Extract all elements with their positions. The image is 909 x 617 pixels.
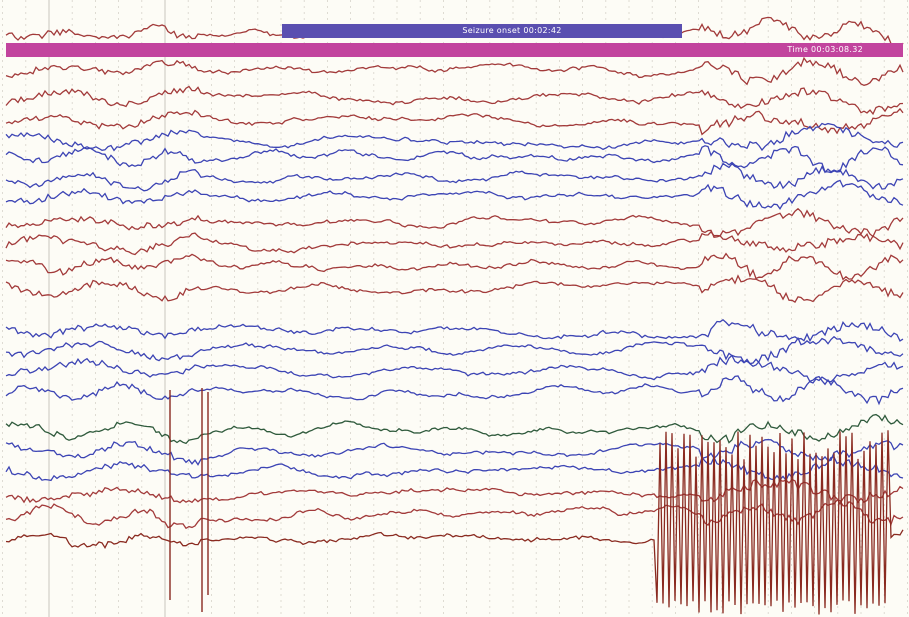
time-cursor-marker[interactable]: Time 00:03:08.32 (6, 43, 903, 57)
eeg-channel-trace (5, 318, 904, 343)
eeg-channel-trace (5, 455, 904, 482)
eeg-channel-trace (5, 438, 904, 466)
eeg-channel-trace (5, 354, 904, 384)
eeg-channel-trace (5, 430, 904, 615)
eeg-channel-trace (5, 413, 904, 445)
eeg-channel-trace (5, 56, 904, 86)
eeg-channel-trace (5, 207, 904, 239)
eeg-channel-trace (5, 252, 904, 281)
time-cursor-label: Time 00:03:08.32 (787, 45, 863, 54)
seizure-onset-marker[interactable]: Seizure onset 00:02:42 (282, 24, 682, 38)
eeg-channel-trace (5, 375, 904, 406)
eeg-channel-trace (5, 85, 904, 116)
seizure-onset-label: Seizure onset 00:02:42 (462, 26, 562, 35)
eeg-channel-trace (5, 107, 904, 136)
eeg-channel-trace (5, 499, 904, 530)
eeg-channel-trace (5, 122, 904, 152)
eeg-channel-trace (5, 478, 904, 505)
eeg-channel-trace (5, 179, 904, 210)
eeg-channel-traces (5, 16, 904, 615)
eeg-channel-trace (5, 335, 904, 367)
eeg-channel-trace (5, 162, 904, 192)
eeg-channel-trace (5, 145, 904, 174)
eeg-channel-trace (5, 274, 904, 303)
eeg-channel-trace (5, 230, 904, 256)
